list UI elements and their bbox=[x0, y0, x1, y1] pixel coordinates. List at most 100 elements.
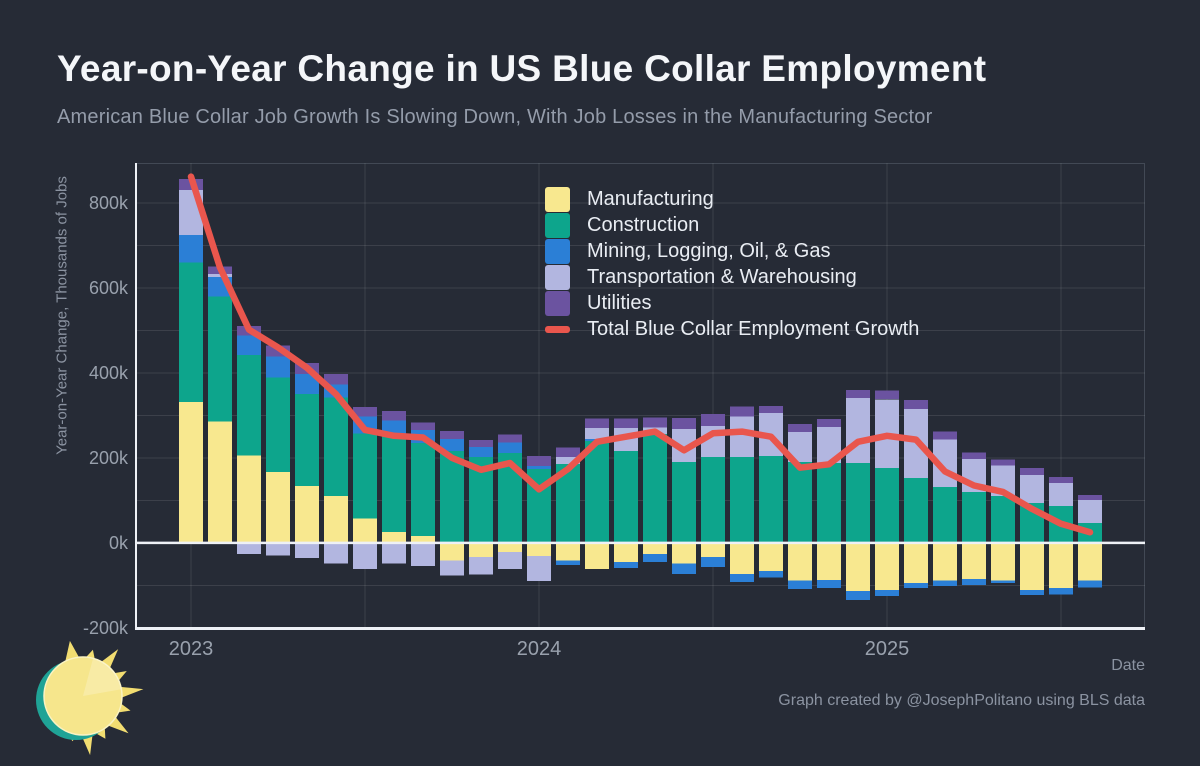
bar-segment-2023-12 bbox=[498, 442, 522, 453]
sun-logo bbox=[36, 640, 144, 756]
bar-segment-2024-08 bbox=[730, 573, 754, 582]
sun-disc-highlight bbox=[83, 658, 122, 696]
x-tick-label: 2023 bbox=[168, 638, 214, 660]
bar-segment-2024-12 bbox=[846, 463, 870, 543]
attribution: Graph created by @JosephPolitano using B… bbox=[778, 692, 1145, 709]
bar-segment-2024-06 bbox=[672, 563, 696, 574]
bar-segment-2024-03 bbox=[585, 418, 609, 429]
bar-segment-2023-10 bbox=[440, 439, 464, 452]
bar-segment-2024-01 bbox=[527, 456, 551, 466]
bar-segment-2024-11 bbox=[817, 463, 841, 543]
bar-segment-2023-10 bbox=[440, 451, 464, 543]
bar-segment-2024-05 bbox=[643, 542, 667, 554]
y-tick-label: 0k bbox=[108, 533, 128, 553]
bar-segment-2023-09 bbox=[411, 536, 435, 543]
bar-segment-2025-03 bbox=[933, 431, 957, 440]
x-tick-label: 2025 bbox=[864, 638, 910, 660]
bar-segment-2023-09 bbox=[411, 542, 435, 566]
bar-segment-2023-02 bbox=[208, 296, 232, 422]
bar-segment-2023-11 bbox=[469, 440, 493, 447]
bar-segment-2023-07 bbox=[353, 518, 377, 543]
bar-segment-2023-06 bbox=[324, 542, 348, 564]
bar-segment-2024-08 bbox=[730, 457, 754, 543]
bar-segment-2024-12 bbox=[846, 389, 870, 398]
legend-item-construction: Construction bbox=[545, 212, 919, 238]
bar-segment-2025-04 bbox=[962, 542, 986, 579]
bar-segment-2024-02 bbox=[556, 447, 580, 458]
bar-segment-2023-01 bbox=[179, 262, 203, 402]
bar-segment-2024-02 bbox=[556, 457, 580, 464]
bar-segment-2024-07 bbox=[701, 542, 725, 557]
bar-segment-2025-02 bbox=[904, 400, 928, 409]
bar-segment-2024-11 bbox=[817, 579, 841, 588]
bar-segment-2024-01 bbox=[527, 542, 551, 557]
bar-segment-2024-05 bbox=[643, 434, 667, 543]
x-axis-title: Date bbox=[1111, 657, 1145, 674]
bar-segment-2023-05 bbox=[295, 485, 319, 543]
legend-item-manufacturing: Manufacturing bbox=[545, 186, 919, 212]
bar-segment-2023-10 bbox=[440, 542, 464, 561]
bar-segment-2025-06 bbox=[1020, 468, 1044, 475]
bar-segment-2023-10 bbox=[440, 431, 464, 440]
bar-segment-2024-10 bbox=[788, 423, 812, 432]
bar-segment-2023-11 bbox=[469, 446, 493, 458]
bar-segment-2025-04 bbox=[962, 452, 986, 460]
bar-segment-2024-05 bbox=[643, 417, 667, 428]
bar-segment-2024-06 bbox=[672, 418, 696, 429]
bar-segment-2023-05 bbox=[295, 374, 319, 395]
bar-segment-2024-09 bbox=[759, 406, 783, 413]
bar-segment-2024-07 bbox=[701, 414, 725, 426]
plot-area bbox=[135, 163, 1145, 630]
bar-segment-2025-04 bbox=[962, 491, 986, 543]
bar-segment-2024-03 bbox=[585, 542, 609, 569]
bar-segment-2023-06 bbox=[324, 373, 348, 385]
bar-segment-2024-03 bbox=[585, 428, 609, 440]
bar-segment-2023-07 bbox=[353, 433, 377, 519]
bar-segment-2023-02 bbox=[208, 273, 232, 277]
bar-segment-2024-02 bbox=[556, 560, 580, 565]
bar-segment-2025-07 bbox=[1049, 483, 1073, 506]
bar-segment-2024-09 bbox=[759, 570, 783, 578]
legend-label: Utilities bbox=[587, 292, 652, 314]
bar-segment-2024-06 bbox=[672, 462, 696, 543]
bar-segment-2024-12 bbox=[846, 398, 870, 463]
bar-segment-2025-03 bbox=[933, 580, 957, 586]
bar-segment-2024-10 bbox=[788, 542, 812, 581]
bar-segment-2025-05 bbox=[991, 542, 1015, 581]
manufacturing-swatch-icon bbox=[545, 186, 570, 212]
bar-segment-2025-04 bbox=[962, 579, 986, 585]
bar-segment-2023-06 bbox=[324, 496, 348, 543]
bar-segment-2025-08 bbox=[1078, 494, 1102, 500]
bar-segment-2025-06 bbox=[1020, 590, 1044, 596]
bar-segment-2023-08 bbox=[382, 531, 406, 543]
y-tick-label: 800k bbox=[88, 193, 128, 213]
bar-segment-2025-07 bbox=[1049, 542, 1073, 588]
bar-segment-2023-12 bbox=[498, 542, 522, 552]
total-line-swatch-icon bbox=[545, 317, 570, 342]
bar-segment-2023-04 bbox=[266, 356, 290, 378]
bar-segment-2025-05 bbox=[991, 459, 1015, 466]
bar-segment-2025-01 bbox=[875, 590, 899, 596]
bar-segment-2025-05 bbox=[991, 495, 1015, 543]
bar-segment-2023-12 bbox=[498, 551, 522, 569]
bar-segment-2024-05 bbox=[643, 553, 667, 562]
bar-segment-2024-04 bbox=[614, 418, 638, 429]
bar-segment-2025-08 bbox=[1078, 580, 1102, 588]
bar-segment-2025-08 bbox=[1078, 542, 1102, 581]
bar-segment-2025-07 bbox=[1049, 587, 1073, 595]
bar-segment-2023-02 bbox=[208, 421, 232, 543]
legend-label: Construction bbox=[587, 214, 700, 236]
bar-segment-2023-06 bbox=[324, 397, 348, 497]
bar-segment-2024-12 bbox=[846, 590, 870, 600]
bar-segment-2024-12 bbox=[846, 542, 870, 591]
bar-segment-2024-07 bbox=[701, 556, 725, 568]
bar-segment-2023-03 bbox=[237, 355, 261, 456]
bar-segment-2024-09 bbox=[759, 455, 783, 543]
bar-segment-2023-04 bbox=[266, 377, 290, 472]
bar-segment-2023-08 bbox=[382, 436, 406, 532]
bar-segment-2025-05 bbox=[991, 580, 1015, 583]
bar-segment-2024-11 bbox=[817, 542, 841, 580]
bar-segment-2024-02 bbox=[556, 542, 580, 561]
bar-segment-2023-03 bbox=[237, 542, 261, 554]
